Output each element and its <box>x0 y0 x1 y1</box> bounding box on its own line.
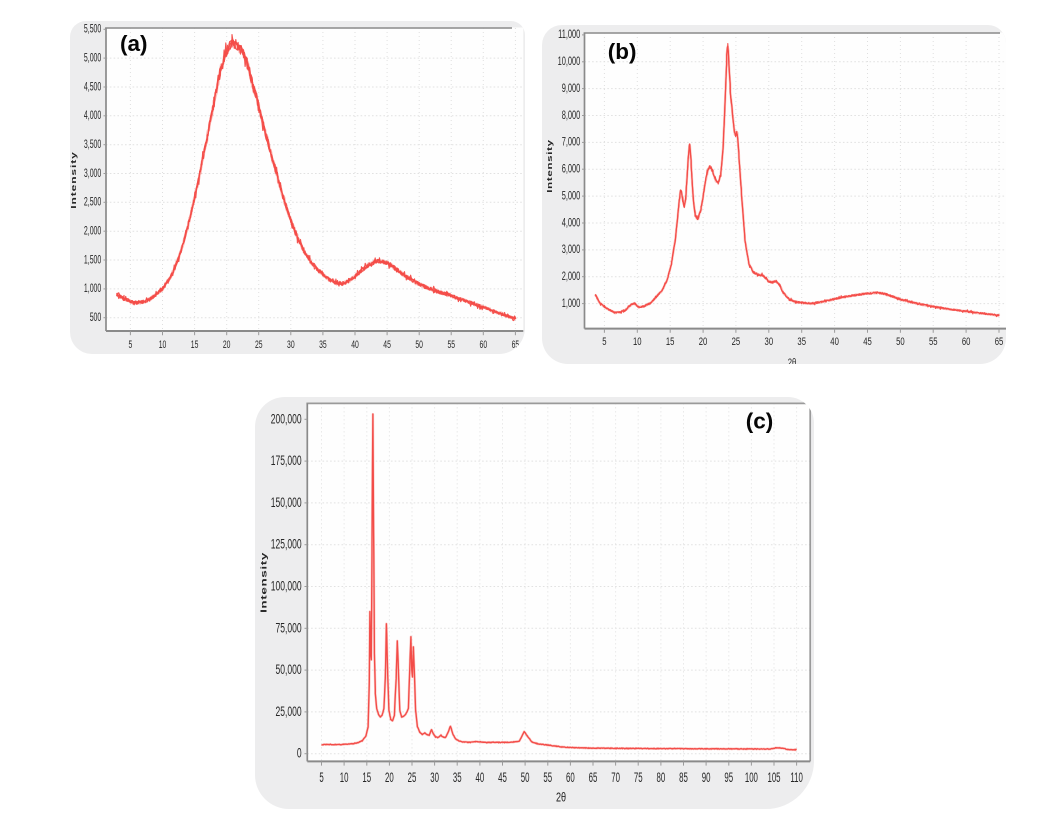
svg-text:20: 20 <box>223 339 231 351</box>
svg-text:55: 55 <box>929 336 938 349</box>
svg-text:(c): (c) <box>746 409 774 434</box>
svg-text:65: 65 <box>512 339 520 351</box>
svg-text:100: 100 <box>745 771 758 786</box>
svg-text:Intensity: Intensity <box>546 139 554 193</box>
svg-text:65: 65 <box>589 771 598 786</box>
svg-text:45: 45 <box>863 336 872 349</box>
svg-text:50,000: 50,000 <box>276 663 302 677</box>
svg-text:25: 25 <box>255 339 263 351</box>
svg-text:20: 20 <box>385 771 394 786</box>
svg-text:15: 15 <box>362 771 371 786</box>
svg-text:50: 50 <box>896 336 905 349</box>
svg-text:60: 60 <box>480 339 488 351</box>
svg-text:3,000: 3,000 <box>562 244 581 257</box>
svg-text:150,000: 150,000 <box>271 496 302 510</box>
svg-text:125,000: 125,000 <box>271 538 302 552</box>
svg-text:105: 105 <box>767 771 780 786</box>
svg-text:10: 10 <box>340 771 349 786</box>
svg-text:5: 5 <box>129 339 133 351</box>
svg-text:5,000: 5,000 <box>562 190 581 203</box>
svg-text:500: 500 <box>90 311 102 324</box>
svg-text:65: 65 <box>995 336 1004 349</box>
svg-text:25,000: 25,000 <box>276 705 302 719</box>
svg-text:55: 55 <box>543 771 552 786</box>
svg-text:30: 30 <box>765 336 774 349</box>
svg-text:85: 85 <box>679 771 688 786</box>
svg-text:2θ: 2θ <box>788 357 797 364</box>
svg-text:4,000: 4,000 <box>562 217 581 230</box>
svg-text:9,000: 9,000 <box>562 82 581 95</box>
svg-text:90: 90 <box>702 771 711 786</box>
svg-text:30: 30 <box>430 771 439 786</box>
svg-text:10: 10 <box>633 336 642 349</box>
svg-text:5: 5 <box>319 771 323 786</box>
svg-text:35: 35 <box>319 339 327 351</box>
svg-text:100,000: 100,000 <box>271 580 302 594</box>
svg-text:15: 15 <box>666 336 675 349</box>
svg-text:75: 75 <box>634 771 643 786</box>
svg-text:3,500: 3,500 <box>84 138 102 151</box>
svg-text:40: 40 <box>830 336 839 349</box>
svg-text:175,000: 175,000 <box>271 454 302 468</box>
svg-text:55: 55 <box>447 339 455 351</box>
svg-text:35: 35 <box>453 771 462 786</box>
svg-text:95: 95 <box>724 771 733 786</box>
svg-text:11,000: 11,000 <box>558 29 581 42</box>
svg-text:110: 110 <box>790 771 802 786</box>
svg-text:7,000: 7,000 <box>562 136 581 149</box>
svg-text:30: 30 <box>287 339 295 351</box>
svg-text:25: 25 <box>408 771 417 786</box>
svg-text:3,000: 3,000 <box>84 167 102 180</box>
svg-text:50: 50 <box>415 339 423 351</box>
svg-text:1,000: 1,000 <box>84 282 102 295</box>
svg-text:70: 70 <box>611 771 620 786</box>
svg-text:60: 60 <box>962 336 971 349</box>
svg-text:5: 5 <box>602 336 606 349</box>
svg-text:35: 35 <box>797 336 806 349</box>
svg-text:(b): (b) <box>608 39 637 64</box>
svg-text:2,000: 2,000 <box>84 225 102 238</box>
svg-text:2,000: 2,000 <box>562 270 581 283</box>
svg-text:10,000: 10,000 <box>558 55 581 68</box>
svg-text:5,000: 5,000 <box>84 52 102 65</box>
svg-text:80: 80 <box>657 771 666 786</box>
svg-text:8,000: 8,000 <box>562 109 581 122</box>
svg-text:45: 45 <box>383 339 391 351</box>
svg-text:4,500: 4,500 <box>84 80 102 93</box>
svg-text:5,500: 5,500 <box>84 23 102 36</box>
svg-text:50: 50 <box>521 771 530 786</box>
svg-text:75,000: 75,000 <box>276 621 302 635</box>
svg-text:20: 20 <box>699 336 708 349</box>
svg-text:60: 60 <box>566 771 575 786</box>
svg-text:0: 0 <box>297 747 302 761</box>
svg-text:Intensity: Intensity <box>70 151 78 208</box>
svg-text:6,000: 6,000 <box>562 163 581 176</box>
svg-text:10: 10 <box>159 339 167 351</box>
svg-text:15: 15 <box>191 339 199 351</box>
svg-text:1,500: 1,500 <box>84 254 102 267</box>
svg-text:4,000: 4,000 <box>84 109 102 122</box>
svg-text:2,500: 2,500 <box>84 196 102 209</box>
svg-text:(a): (a) <box>120 31 148 56</box>
svg-text:40: 40 <box>351 339 359 351</box>
svg-text:Intensity: Intensity <box>260 552 269 613</box>
svg-text:25: 25 <box>732 336 741 349</box>
svg-text:45: 45 <box>498 771 507 786</box>
svg-text:200,000: 200,000 <box>271 412 302 426</box>
svg-text:1,000: 1,000 <box>562 297 581 310</box>
svg-text:40: 40 <box>476 771 485 786</box>
svg-text:2θ: 2θ <box>556 791 566 805</box>
